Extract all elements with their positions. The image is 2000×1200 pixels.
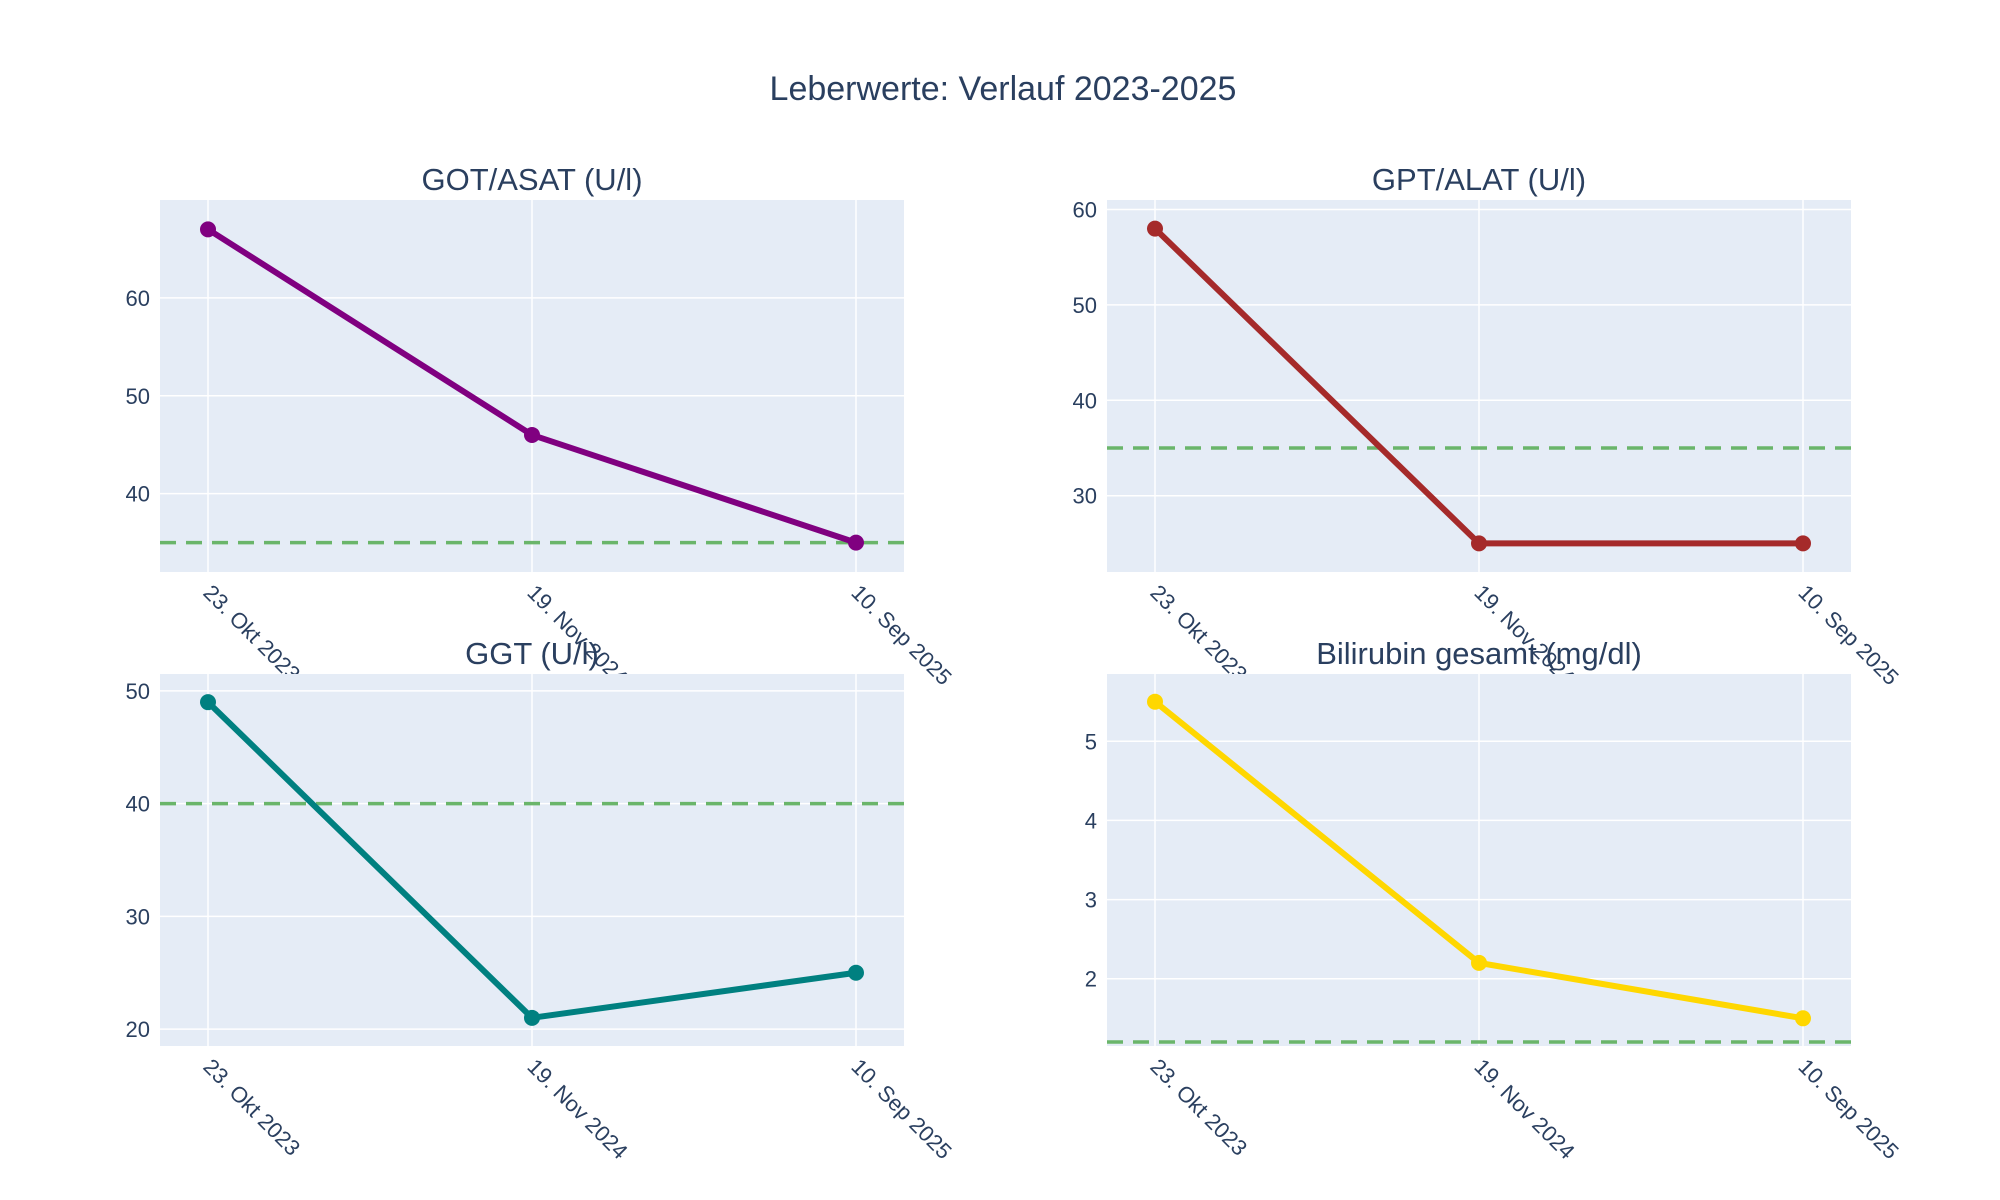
y-axis: 20 30 40 50	[126, 679, 150, 1042]
y-tick-label: 40	[1073, 388, 1097, 413]
y-tick-label: 60	[1073, 198, 1097, 223]
grid-lines	[160, 200, 904, 572]
y-tick-label: 30	[126, 904, 150, 929]
y-tick-label: 30	[1073, 484, 1097, 509]
data-point	[1795, 1010, 1811, 1027]
data-points	[1147, 693, 1811, 1027]
x-tick-label: 19. Nov 2024	[1469, 580, 1579, 690]
x-tick-label: 19. Nov 2024	[522, 1054, 632, 1164]
y-axis: 30 40 50 60	[1073, 198, 1097, 509]
y-tick-label: 50	[126, 384, 150, 409]
subplot-gpt-alat: GPT/ALAT (U/l) 30 40 50 60 23. Okt 2023 19. …	[1073, 162, 1904, 690]
x-axis: 23. Okt 2023 19. Nov 2024 10. Sep 2025	[1145, 1054, 1903, 1164]
data-point	[1147, 220, 1163, 237]
y-tick-label: 60	[126, 286, 150, 311]
data-points	[1147, 220, 1811, 552]
data-point	[1471, 535, 1487, 552]
data-points	[200, 694, 864, 1026]
y-tick-label: 5	[1085, 729, 1097, 754]
y-tick-label: 3	[1085, 888, 1097, 913]
x-tick-label: 10. Sep 2025	[1793, 1054, 1903, 1164]
data-point	[1147, 693, 1163, 710]
x-tick-label: 10. Sep 2025	[1793, 580, 1903, 690]
subplot-title: Bilirubin gesamt (mg/dl)	[1316, 636, 1642, 671]
x-tick-label: 10. Sep 2025	[846, 580, 956, 690]
y-tick-label: 20	[126, 1017, 150, 1042]
data-point	[1471, 954, 1487, 971]
x-axis: 23. Okt 2023 19. Nov 2024 10. Sep 2025	[198, 580, 956, 690]
data-point	[524, 426, 540, 443]
y-tick-label: 50	[126, 679, 150, 704]
grid-lines	[1107, 200, 1851, 572]
data-point	[524, 1009, 540, 1026]
subplot-title: GOT/ASAT (U/l)	[421, 162, 642, 197]
y-axis: 2 3 4 5	[1085, 729, 1097, 991]
subplot-got-asat: GOT/ASAT (U/l) 40 50 60 23. Okt 2023 19. No…	[126, 162, 957, 690]
subplot-title: GGT (U/l)	[465, 636, 599, 671]
data-point	[1795, 535, 1811, 552]
y-tick-label: 40	[126, 792, 150, 817]
subplot-ggt: GGT (U/l) 20 30 40 50 23. Okt 2023 19. Nov 2…	[126, 636, 957, 1164]
subplot-bilirubin: Bilirubin gesamt (mg/dl) 2 3 4 5 23. Okt 20…	[1085, 636, 1904, 1164]
y-axis: 40 50 60	[126, 286, 150, 507]
x-tick-label: 19. Nov 2024	[1469, 1054, 1579, 1164]
figure-title: Leberwerte: Verlauf 2023-2025	[770, 70, 1237, 108]
data-point	[200, 694, 216, 711]
data-point	[848, 534, 864, 551]
y-tick-label: 40	[126, 482, 150, 507]
data-point	[200, 221, 216, 238]
data-points	[200, 221, 864, 551]
y-tick-label: 50	[1073, 293, 1097, 318]
x-tick-label: 23. Okt 2023	[1145, 1054, 1252, 1161]
grid-lines	[1107, 674, 1851, 1046]
x-axis: 23. Okt 2023 19. Nov 2024 10. Sep 2025	[1145, 580, 1903, 690]
y-tick-label: 4	[1085, 808, 1097, 833]
x-tick-label: 23. Okt 2023	[1145, 580, 1252, 687]
x-tick-label: 10. Sep 2025	[846, 1054, 956, 1164]
x-axis: 23. Okt 2023 19. Nov 2024 10. Sep 2025	[198, 1054, 956, 1164]
x-tick-label: 23. Okt 2023	[198, 1054, 305, 1161]
subplot-title: GPT/ALAT (U/l)	[1372, 162, 1586, 197]
data-point	[848, 964, 864, 981]
x-tick-label: 23. Okt 2023	[198, 580, 305, 687]
x-tick-label: 19. Nov 2024	[522, 580, 632, 690]
y-tick-label: 2	[1085, 967, 1097, 992]
